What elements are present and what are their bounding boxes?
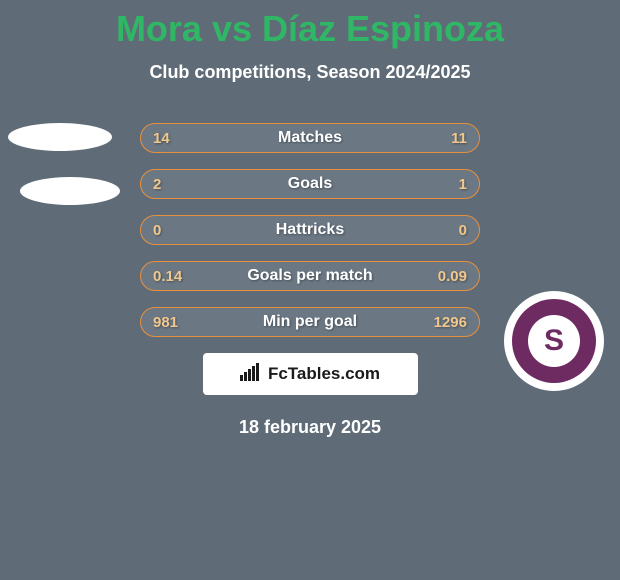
decor-ellipse-0 xyxy=(8,123,112,151)
decor-ellipse-1 xyxy=(20,177,120,205)
club-logo-color-ring: S xyxy=(512,299,596,383)
stat-value-left: 14 xyxy=(153,130,170,147)
infographic-container: Mora vs Díaz Espinoza Club competitions,… xyxy=(0,0,620,580)
page-title: Mora vs Díaz Espinoza xyxy=(0,0,620,50)
date-line: 18 february 2025 xyxy=(0,417,620,438)
stat-label: Goals per match xyxy=(247,267,372,285)
stat-label: Hattricks xyxy=(276,221,344,239)
stat-value-right: 11 xyxy=(451,130,467,147)
stat-row-matches: 14 Matches 11 xyxy=(140,123,480,153)
stat-label: Min per goal xyxy=(263,313,357,331)
club-logo-letter: S xyxy=(528,315,580,367)
club-logo-outer-ring: S xyxy=(504,291,604,391)
club-logo: S xyxy=(504,291,604,391)
stat-value-left: 0.14 xyxy=(153,268,182,285)
stat-value-right: 1 xyxy=(459,176,467,193)
stat-row-min-per-goal: 981 Min per goal 1296 xyxy=(140,307,480,337)
stat-value-left: 0 xyxy=(153,222,161,239)
stat-value-right: 0.09 xyxy=(438,268,467,285)
stat-value-right: 1296 xyxy=(434,314,467,331)
stat-row-goals: 2 Goals 1 xyxy=(140,169,480,199)
source-badge: FcTables.com xyxy=(203,353,418,395)
stat-value-right: 0 xyxy=(459,222,467,239)
chart-bars-icon xyxy=(240,363,262,386)
stat-row-hattricks: 0 Hattricks 0 xyxy=(140,215,480,245)
stats-section: S 14 Matches 11 2 Goals 1 0 Hattricks 0 0.14 Goals… xyxy=(0,123,620,438)
stat-value-left: 981 xyxy=(153,314,178,331)
source-badge-text: FcTables.com xyxy=(268,364,380,384)
subtitle: Club competitions, Season 2024/2025 xyxy=(0,62,620,83)
stat-label: Matches xyxy=(278,129,342,147)
stat-row-goals-per-match: 0.14 Goals per match 0.09 xyxy=(140,261,480,291)
stat-label: Goals xyxy=(288,175,332,193)
stat-value-left: 2 xyxy=(153,176,161,193)
